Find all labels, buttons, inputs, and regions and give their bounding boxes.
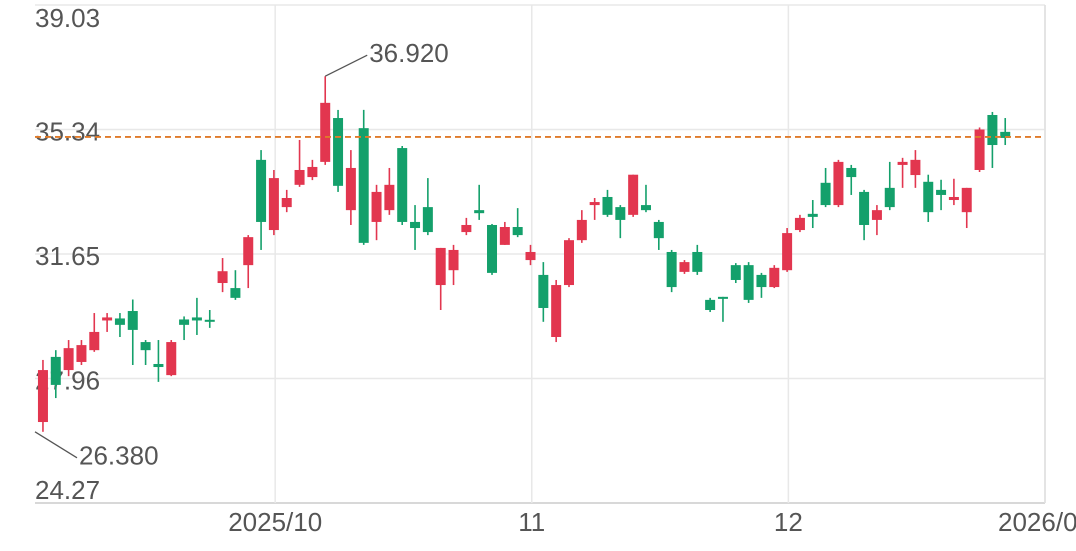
annotation-label: 26.380	[79, 441, 159, 471]
x-tick-label: 2026/01	[998, 507, 1076, 537]
candle-body	[833, 161, 844, 206]
y-tick-label: 39.03	[35, 3, 100, 33]
candle-body	[859, 191, 870, 225]
candle-body	[461, 224, 472, 233]
candle-body	[769, 267, 780, 288]
candle-body	[846, 167, 857, 178]
candle-body	[281, 197, 292, 208]
candle-body	[217, 271, 228, 284]
candle-body	[243, 237, 254, 266]
x-tick-label: 12	[774, 507, 803, 537]
annotation-leader	[34, 431, 78, 459]
candle-body	[936, 189, 947, 195]
candle-body	[114, 318, 125, 325]
x-tick-label: 11	[518, 507, 545, 537]
candle-body	[871, 210, 882, 220]
candle-body	[987, 114, 998, 146]
candle-body	[692, 251, 703, 272]
x-tick-label: 2025/10	[228, 507, 322, 537]
y-tick-label: 24.27	[35, 475, 100, 505]
candle-body	[230, 288, 241, 298]
candle-body	[333, 118, 344, 186]
candle-body	[576, 219, 587, 241]
candle-body	[679, 262, 690, 272]
candle-body	[730, 265, 741, 280]
candle-body	[191, 317, 202, 321]
candle-body	[384, 184, 395, 211]
candle-body	[923, 181, 934, 213]
candle-body	[320, 102, 331, 162]
candle-body	[589, 202, 600, 206]
candle-body	[910, 159, 921, 176]
candle-body	[499, 227, 510, 245]
candle-body	[820, 182, 831, 206]
candle-body	[102, 317, 113, 321]
candle-body	[525, 251, 536, 261]
candle-body	[63, 348, 74, 371]
candle-body	[358, 128, 369, 243]
candle-body	[884, 187, 895, 208]
candle-body	[397, 148, 408, 222]
candle-body	[50, 356, 61, 385]
candle-body	[653, 221, 664, 239]
annotation-label: 36.920	[369, 38, 449, 68]
candle-body	[345, 167, 356, 211]
candle-body	[89, 331, 100, 351]
candle-body	[705, 299, 716, 311]
candle-body	[371, 191, 382, 222]
candle-body	[756, 274, 767, 288]
candle-body	[166, 342, 177, 376]
candle-body	[422, 207, 433, 233]
candle-body	[551, 285, 562, 337]
candle-body	[743, 265, 754, 300]
candle-body	[179, 319, 190, 325]
candle-body	[666, 251, 677, 288]
candle-body	[615, 207, 626, 220]
candle-body	[640, 205, 651, 211]
candle-body	[153, 363, 164, 368]
candle-body	[204, 319, 215, 322]
candle-body	[628, 174, 639, 215]
candle-body	[76, 345, 87, 362]
candle-body	[602, 196, 613, 215]
candle-body	[140, 342, 151, 351]
y-tick-label: 35.34	[35, 116, 100, 146]
candle-body	[307, 166, 318, 178]
candle-body	[794, 217, 805, 231]
candle-body	[563, 240, 574, 286]
candle-body	[268, 178, 279, 231]
candle-body	[448, 249, 459, 271]
candle-body	[897, 161, 908, 165]
candle-body	[474, 210, 485, 214]
candle-body	[127, 311, 138, 330]
candle-body	[256, 159, 267, 222]
y-tick-label: 31.65	[35, 241, 100, 271]
candle-body	[512, 227, 523, 236]
candle-body	[294, 169, 305, 185]
candle-body	[538, 274, 549, 308]
annotation-leader	[324, 54, 368, 77]
candle-body	[948, 196, 959, 201]
candle-body	[37, 370, 48, 423]
candle-body	[435, 247, 446, 286]
candle-body	[410, 221, 421, 229]
candle-body	[807, 213, 818, 217]
candle-body	[782, 233, 793, 271]
candle-body	[1000, 131, 1011, 138]
candle-body	[974, 129, 985, 170]
candle-body	[487, 224, 498, 273]
candle-body	[717, 296, 728, 299]
candle-body	[961, 187, 972, 213]
